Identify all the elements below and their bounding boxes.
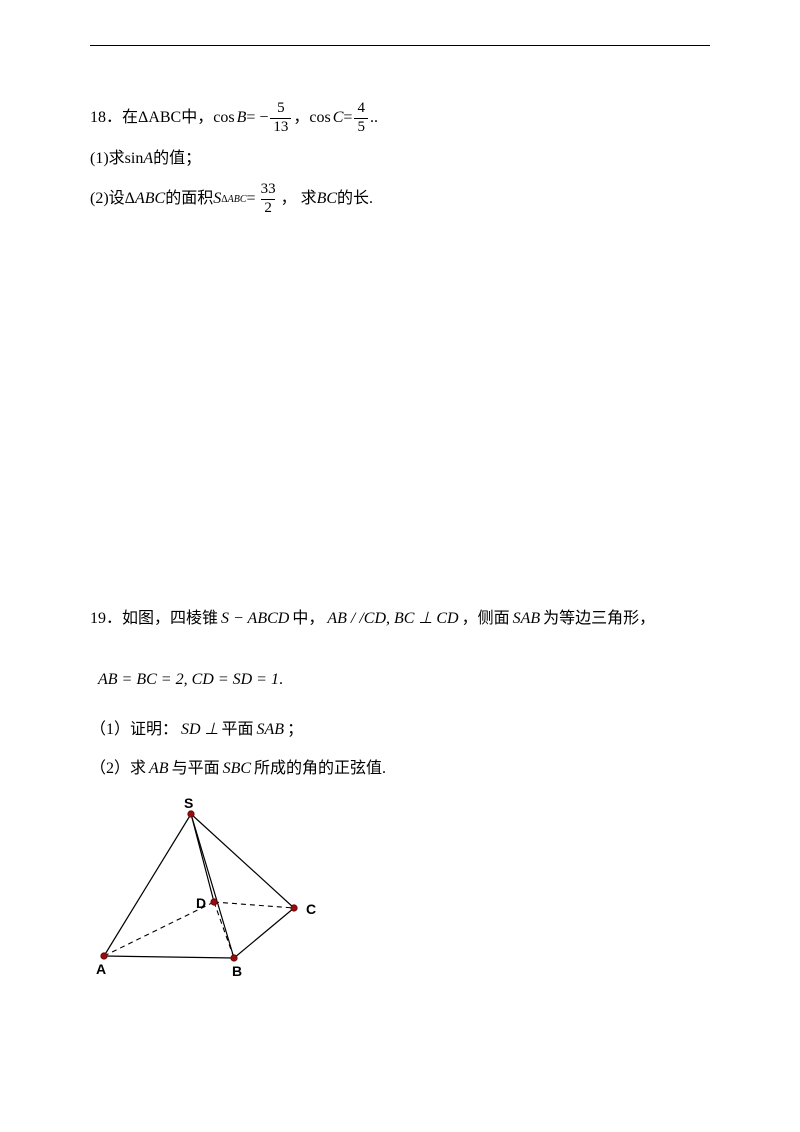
q18-part2: (2)设 ΔABC 的面积 S ΔABC = 33 2 ， 求 BC 的长.: [90, 182, 720, 217]
spacer-3: [90, 703, 720, 715]
label-D: D: [196, 895, 206, 911]
vertex-S: [188, 811, 194, 817]
q19-part2: （2）求 AB 与平面 SBC 所成的角的正弦值.: [90, 754, 720, 784]
q19-b: 中，: [292, 604, 324, 634]
vertex-A: [101, 953, 107, 959]
q18-part1: (1)求 sin A 的值；: [90, 144, 720, 174]
q19p1-a: （1）证明：: [90, 715, 178, 745]
vertex-C: [291, 905, 297, 911]
frac-33-2: 33 2: [258, 182, 279, 217]
spacer: [90, 224, 720, 604]
q19p2-expr2: SBC: [223, 754, 251, 784]
pyramid-diagram: S D C A B: [96, 796, 720, 996]
q19p2-c: 所成的角的正弦值.: [254, 754, 386, 784]
q19-line2a: AB = BC = 2, CD = SD = 1: [98, 665, 279, 695]
cosC-label: cos: [309, 103, 330, 133]
top-rule: [90, 45, 710, 46]
q18p2-bc: BC: [317, 184, 337, 214]
q18p2-b: 的面积: [165, 184, 213, 214]
q19-a: 如图，四棱锥: [122, 604, 218, 634]
edge-SB: [191, 814, 234, 958]
q19-part1: （1）证明： SD ⊥ 平面 SAB ；: [90, 715, 720, 745]
edge-AB: [104, 956, 234, 958]
comma1: ，: [293, 103, 309, 133]
frac2-num: 4: [354, 101, 368, 118]
q19p1-expr: SD ⊥: [181, 715, 219, 745]
edge-BC: [234, 908, 294, 958]
label-A: A: [96, 961, 106, 977]
cosC-var: C: [333, 103, 344, 133]
q19-line2b: .: [279, 665, 283, 695]
q19-number: 19．: [90, 604, 122, 634]
q18-stem: 18． 在 ΔABC 中， cos B = − 5 13 ， cos C = 4…: [90, 101, 720, 136]
q18-number: 18．: [90, 103, 122, 133]
p2-den: 2: [261, 199, 275, 217]
q18p1-sin: sin: [125, 144, 144, 174]
q18p2-S: S: [213, 184, 221, 214]
q19p1-expr2: SAB: [257, 715, 285, 745]
q19-stem-2: AB = BC = 2, CD = SD = 1 .: [98, 665, 720, 695]
eq1: = −: [246, 103, 268, 133]
frac-4-5: 4 5: [354, 101, 368, 136]
q19-expr3: SAB: [513, 604, 541, 634]
q18p1-A: A: [143, 144, 153, 174]
q18p2-eq: =: [247, 184, 256, 214]
q19p2-b: 与平面: [172, 754, 220, 784]
q18-mid: 中，: [181, 103, 213, 133]
q18p2-tri: ΔABC: [125, 184, 166, 214]
label-S: S: [184, 796, 193, 811]
vertex-B: [231, 955, 237, 961]
frac2-den: 5: [354, 118, 368, 136]
q19p2-expr: AB: [149, 754, 169, 784]
q18p1-a: (1)求: [90, 144, 125, 174]
edge-SD: [191, 814, 214, 902]
q19p2-a: （2）求: [90, 754, 146, 784]
q18p2-a: (2)设: [90, 184, 125, 214]
edge-DC: [214, 902, 294, 908]
q18-end: ..: [370, 103, 378, 133]
q19-stem-1: 19． 如图，四棱锥 S − ABCD 中， AB / /CD, BC ⊥ CD…: [90, 604, 720, 634]
q18-pre: 在: [122, 103, 138, 133]
q19-expr1: S − ABCD: [221, 604, 289, 634]
label-B: B: [232, 963, 242, 979]
cosB-var: B: [237, 103, 247, 133]
edge-SC: [191, 814, 294, 908]
eq2: =: [343, 103, 352, 133]
q18p1-c: 的值；: [153, 144, 201, 174]
q19-c: ，侧面: [462, 604, 510, 634]
q18p2-d: 的长.: [337, 184, 373, 214]
spacer-2: [90, 643, 720, 665]
frac1-den: 13: [270, 118, 291, 136]
q19p1-c: ；: [287, 715, 303, 745]
label-C: C: [306, 901, 316, 917]
cosB-label: cos: [213, 103, 234, 133]
q19p1-b: 平面: [222, 715, 254, 745]
q18p2-c: ， 求: [281, 184, 317, 214]
p2-num: 33: [258, 182, 279, 199]
pyramid-svg: S D C A B: [96, 796, 356, 991]
frac-5-13: 5 13: [270, 101, 291, 136]
q18p2-sub: ΔABC: [221, 190, 246, 209]
q19-d: 为等边三角形，: [543, 604, 655, 634]
q18-triangle: ΔABC: [138, 103, 181, 133]
frac1-num: 5: [274, 101, 288, 118]
q19-expr2: AB / /CD, BC ⊥ CD: [327, 604, 458, 634]
vertex-D: [211, 899, 217, 905]
